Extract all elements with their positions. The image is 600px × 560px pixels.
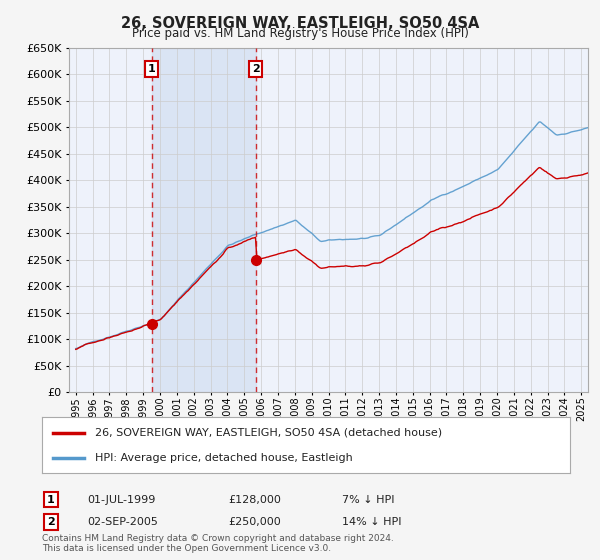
Text: HPI: Average price, detached house, Eastleigh: HPI: Average price, detached house, East… (95, 452, 353, 463)
Text: 02-SEP-2005: 02-SEP-2005 (87, 517, 158, 527)
Text: 1: 1 (148, 64, 155, 74)
Text: 2: 2 (47, 517, 55, 527)
Text: 14% ↓ HPI: 14% ↓ HPI (342, 517, 401, 527)
Text: Contains HM Land Registry data © Crown copyright and database right 2024.
This d: Contains HM Land Registry data © Crown c… (42, 534, 394, 553)
Bar (152, 48, 256, 392)
Text: 26, SOVEREIGN WAY, EASTLEIGH, SO50 4SA: 26, SOVEREIGN WAY, EASTLEIGH, SO50 4SA (121, 16, 479, 31)
Text: 1: 1 (47, 494, 55, 505)
Text: £250,000: £250,000 (228, 517, 281, 527)
Text: 2: 2 (251, 64, 259, 74)
Text: £128,000: £128,000 (228, 494, 281, 505)
Text: Price paid vs. HM Land Registry's House Price Index (HPI): Price paid vs. HM Land Registry's House … (131, 27, 469, 40)
Text: 01-JUL-1999: 01-JUL-1999 (87, 494, 155, 505)
Text: 7% ↓ HPI: 7% ↓ HPI (342, 494, 395, 505)
Text: 26, SOVEREIGN WAY, EASTLEIGH, SO50 4SA (detached house): 26, SOVEREIGN WAY, EASTLEIGH, SO50 4SA (… (95, 428, 442, 438)
